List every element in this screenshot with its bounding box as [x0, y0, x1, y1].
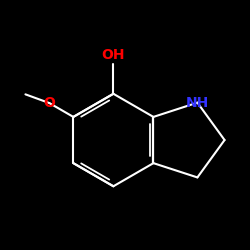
Text: O: O	[44, 96, 55, 110]
Text: OH: OH	[102, 48, 125, 62]
Text: NH: NH	[186, 96, 209, 110]
